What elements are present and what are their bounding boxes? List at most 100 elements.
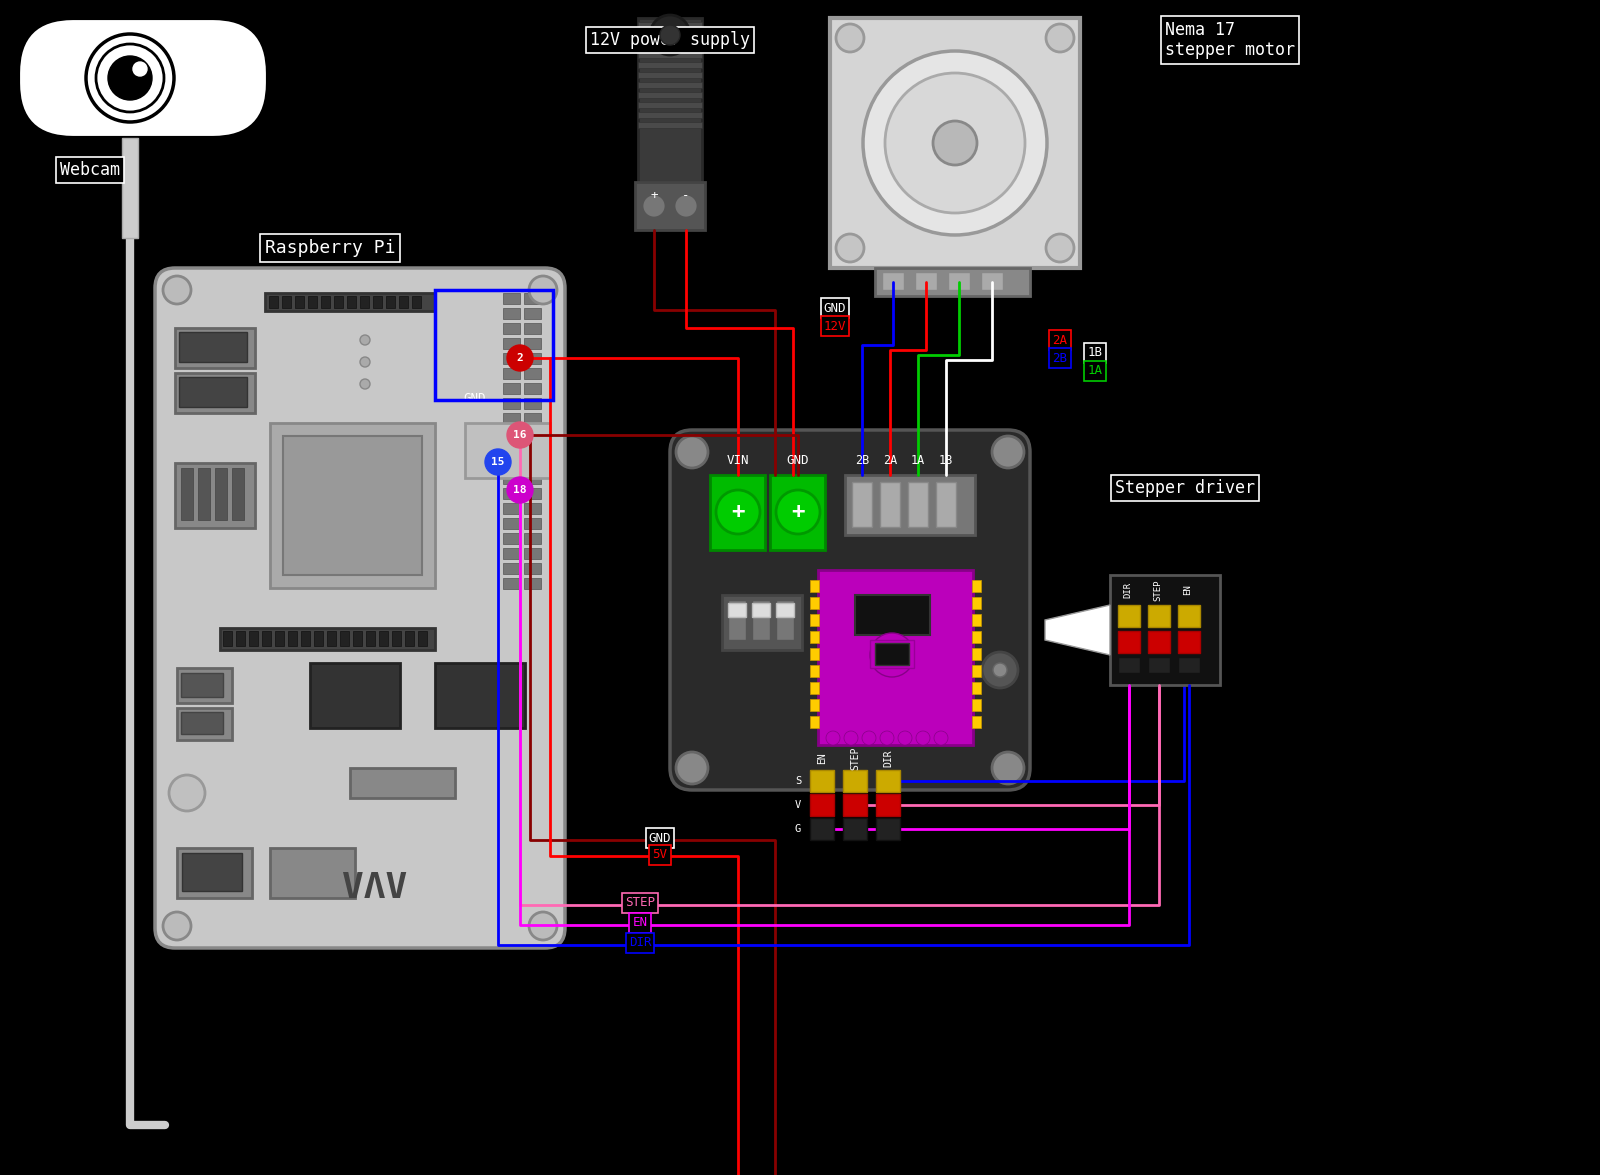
Bar (466, 423, 550, 478)
Text: 2B: 2B (854, 454, 869, 466)
Circle shape (507, 477, 533, 503)
Bar (250, 631, 258, 646)
Bar (179, 333, 246, 362)
Circle shape (133, 62, 147, 76)
Bar (525, 398, 541, 409)
Bar (502, 338, 520, 349)
Text: STEP: STEP (850, 746, 861, 770)
Bar (909, 482, 928, 528)
Bar (770, 475, 826, 550)
Circle shape (982, 652, 1018, 689)
Bar (392, 631, 402, 646)
Bar (776, 600, 794, 640)
Bar (1149, 605, 1170, 627)
Bar (973, 597, 981, 609)
Bar (810, 818, 834, 840)
Bar (810, 580, 819, 592)
Bar (502, 293, 520, 304)
Text: GND: GND (648, 832, 672, 845)
Bar (322, 296, 330, 308)
Bar (354, 631, 362, 646)
Circle shape (530, 276, 557, 304)
Bar (851, 482, 872, 528)
Bar (502, 398, 520, 409)
Bar (525, 548, 541, 559)
Circle shape (1046, 234, 1074, 262)
Text: V: V (795, 800, 802, 810)
Bar (122, 137, 138, 239)
Bar (502, 383, 520, 394)
Circle shape (642, 194, 666, 219)
Bar (282, 296, 291, 308)
Circle shape (485, 449, 510, 475)
Bar (710, 475, 765, 550)
Text: VΛV: VΛV (342, 871, 408, 905)
Circle shape (675, 752, 707, 784)
Bar (366, 631, 374, 646)
Bar (875, 268, 1030, 296)
Bar (880, 482, 899, 528)
Bar (877, 770, 899, 792)
Bar (269, 296, 278, 308)
Bar (502, 563, 520, 575)
Bar (502, 533, 520, 544)
Text: +: + (650, 189, 658, 202)
Text: 18: 18 (514, 485, 526, 495)
Bar (947, 271, 970, 290)
Bar (1118, 631, 1139, 653)
Bar (502, 503, 520, 513)
Circle shape (992, 752, 1024, 784)
Circle shape (360, 357, 370, 367)
Bar (270, 848, 355, 898)
Bar (525, 338, 541, 349)
Bar (635, 182, 706, 230)
Circle shape (675, 436, 707, 468)
Text: 15: 15 (491, 457, 504, 466)
Bar (973, 665, 981, 677)
Bar (843, 770, 867, 792)
Bar (845, 475, 974, 535)
Bar (398, 296, 408, 308)
Bar (1149, 631, 1170, 653)
Text: 1A: 1A (1088, 364, 1102, 377)
Text: STEP: STEP (626, 897, 654, 909)
Bar (502, 488, 520, 499)
Bar (525, 474, 541, 484)
Polygon shape (1045, 605, 1110, 654)
Text: 5V: 5V (653, 848, 667, 861)
Circle shape (826, 731, 840, 745)
Text: +: + (792, 502, 805, 522)
Bar (525, 443, 541, 454)
Bar (334, 296, 342, 308)
Circle shape (992, 436, 1024, 468)
Bar (525, 518, 541, 529)
Bar (843, 794, 867, 815)
Text: EN: EN (1184, 585, 1192, 596)
Text: DIR: DIR (1123, 582, 1133, 598)
Circle shape (96, 43, 165, 112)
Circle shape (1046, 24, 1074, 52)
Text: DIR: DIR (883, 750, 893, 767)
Bar (283, 436, 422, 575)
Bar (178, 669, 232, 703)
Bar (525, 383, 541, 394)
Bar (638, 122, 702, 128)
Text: GND: GND (787, 454, 810, 466)
Bar (379, 631, 387, 646)
Bar (418, 631, 427, 646)
Bar (525, 503, 541, 513)
Bar (525, 293, 541, 304)
Bar (810, 615, 819, 626)
Bar (502, 428, 520, 439)
Bar (525, 323, 541, 334)
Text: Stepper driver: Stepper driver (1115, 479, 1254, 497)
Text: +: + (731, 502, 744, 522)
Bar (525, 578, 541, 589)
Text: S: S (795, 776, 802, 786)
Bar (347, 296, 355, 308)
Bar (722, 595, 802, 650)
Bar (502, 458, 520, 469)
Bar (178, 709, 232, 740)
Text: EN: EN (818, 752, 827, 764)
Bar (973, 699, 981, 711)
